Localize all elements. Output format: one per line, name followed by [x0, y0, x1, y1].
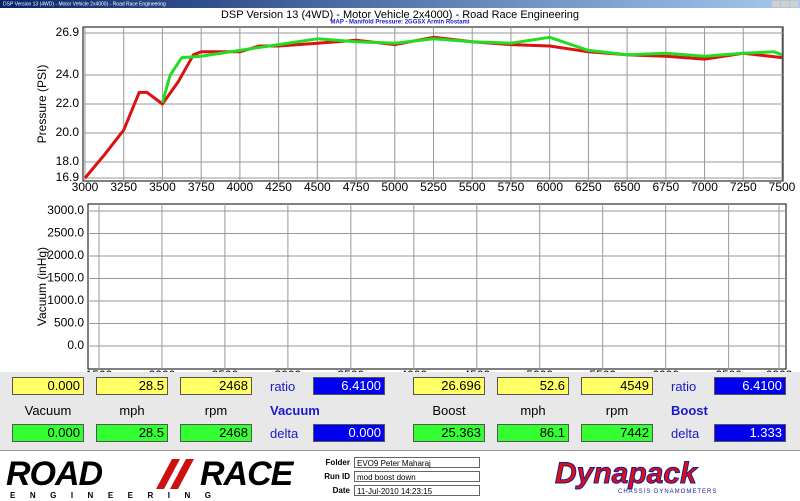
delta-label: delta: [270, 426, 299, 441]
logo-slashes: [156, 459, 194, 489]
y-tick-label: 22.0: [56, 96, 80, 110]
x-tick-label: 7000: [691, 180, 718, 194]
y-axis-label: Pressure (PSI): [35, 65, 49, 144]
x-tick-label: 7500: [769, 180, 796, 194]
x-tick-label: 4000: [400, 368, 427, 372]
brand-logo: Dynapack: [555, 457, 698, 491]
window-title: DSP Version 13 (4WD) - Motor Vehicle 2x4…: [3, 1, 166, 7]
logo-sub: ENGINEERING: [10, 491, 226, 500]
readout-bottom: 86.1: [497, 424, 569, 442]
chart-title: DSP Version 13 (4WD) - Motor Vehicle 2x4…: [221, 9, 579, 21]
y-tick-label: 24.0: [56, 67, 80, 81]
x-tick-label: 6000: [536, 180, 563, 194]
x-tick-label: 5000: [526, 368, 553, 372]
y-tick-label: 1000.0: [47, 293, 84, 307]
x-tick-label: 6500: [715, 368, 742, 372]
x-tick-label: 3250: [110, 180, 137, 194]
y-tick-label: 500.0: [54, 316, 84, 330]
x-tick-label: 4000: [227, 180, 254, 194]
y-axis-label: Vacuum (inHg): [35, 247, 49, 326]
x-tick-label: 5500: [589, 368, 616, 372]
readout-label: Vacuum: [24, 403, 72, 418]
readout-bottom: 28.5: [96, 424, 168, 442]
field-label: Date: [332, 486, 350, 495]
x-tick-label: 3000: [275, 368, 302, 372]
x-tick-label: 6750: [652, 180, 679, 194]
x-tick-label: 6900: [766, 368, 793, 372]
x-tick-label: 4500: [304, 180, 331, 194]
x-tick-label: 4250: [265, 180, 292, 194]
maximize-button[interactable]: [781, 1, 789, 7]
field-value: mod boost down: [354, 471, 480, 482]
x-tick-label: 3500: [149, 180, 176, 194]
x-tick-label: 5750: [498, 180, 525, 194]
x-tick-label: 3000: [72, 180, 99, 194]
x-tick-label: 5250: [420, 180, 447, 194]
x-tick-label: 3750: [188, 180, 215, 194]
field-label: Folder: [325, 458, 350, 467]
readout-top: 4549: [581, 377, 653, 395]
readout-top: 2468: [180, 377, 252, 395]
readout-top: 52.6: [497, 377, 569, 395]
y-tick-label: 2000.0: [47, 248, 84, 262]
brand-sub: CHASSIS DYNAMOMETERS: [618, 489, 718, 495]
ratio-label: ratio: [671, 379, 697, 394]
readout-bottom: 2468: [180, 424, 252, 442]
chart-subtitle: MAP - Manifold Pressure: 2GGSX Armin Ros…: [330, 20, 469, 26]
group-label: Boost: [671, 403, 708, 418]
y-tick-label: 1500.0: [47, 271, 84, 285]
y-tick-label: 20.0: [56, 125, 80, 139]
y-tick-label: 3000.0: [47, 203, 84, 217]
plot-area: [87, 203, 787, 370]
x-tick-label: 2000: [149, 368, 176, 372]
readout-top: 28.5: [96, 377, 168, 395]
y-tick-label: 0.0: [67, 338, 84, 352]
x-tick-label: 6250: [575, 180, 602, 194]
readout-label: rpm: [605, 403, 629, 418]
y-tick-label: 2500.0: [47, 226, 84, 240]
line-series: [160, 35, 783, 104]
y-tick-label: 18.0: [56, 154, 80, 168]
readout-label: rpm: [204, 403, 228, 418]
minimize-button[interactable]: [772, 1, 780, 7]
field-label: Run ID: [324, 472, 350, 481]
footer: ROAD RACE ENGINEERING Folder EVO9 Peter M…: [0, 450, 800, 501]
logo-road: ROAD: [6, 455, 103, 493]
ratio-label: ratio: [270, 379, 296, 394]
x-tick-label: 3500: [338, 368, 365, 372]
x-tick-label: 7250: [730, 180, 757, 194]
close-button[interactable]: [790, 1, 798, 7]
delta-value: 0.000: [313, 424, 385, 442]
y-tick-label: 26.9: [56, 25, 80, 39]
delta-value: 1.333: [714, 424, 786, 442]
x-tick-label: 2500: [212, 368, 239, 372]
x-tick-label: 6500: [614, 180, 641, 194]
field-value: 11-Jul-2010 14:23:15: [354, 485, 480, 496]
x-tick-label: 4500: [463, 368, 490, 372]
field-value: EVO9 Peter Maharaj: [354, 457, 480, 468]
readout-label: mph: [119, 403, 145, 418]
group-label: Vacuum: [270, 403, 320, 418]
chart-area: DSP Version 13 (4WD) - Motor Vehicle 2x4…: [0, 0, 800, 372]
ratio-value: 6.4100: [313, 377, 385, 395]
x-tick-label: 4750: [343, 180, 370, 194]
ratio-value: 6.4100: [714, 377, 786, 395]
readout-bottom: 25.363: [413, 424, 485, 442]
readout-bottom: 0.000: [12, 424, 84, 442]
y-tick-label: 16.9: [56, 170, 80, 184]
readout-panel: 0.000 0.000 Vacuum 28.5 28.5 mph 2468 2468 rpm ra…: [0, 372, 800, 450]
readout-top: 26.696: [413, 377, 485, 395]
x-tick-label: 5500: [459, 180, 486, 194]
readout-label: Boost: [432, 403, 466, 418]
x-tick-label: 6000: [652, 368, 679, 372]
x-tick-label: 1500: [86, 368, 113, 372]
delta-label: delta: [671, 426, 700, 441]
readout-bottom: 7442: [581, 424, 653, 442]
readout-label: mph: [520, 403, 546, 418]
readout-top: 0.000: [12, 377, 84, 395]
title-bar: [0, 0, 800, 8]
x-tick-label: 5000: [381, 180, 408, 194]
logo-race: RACE: [200, 455, 293, 493]
